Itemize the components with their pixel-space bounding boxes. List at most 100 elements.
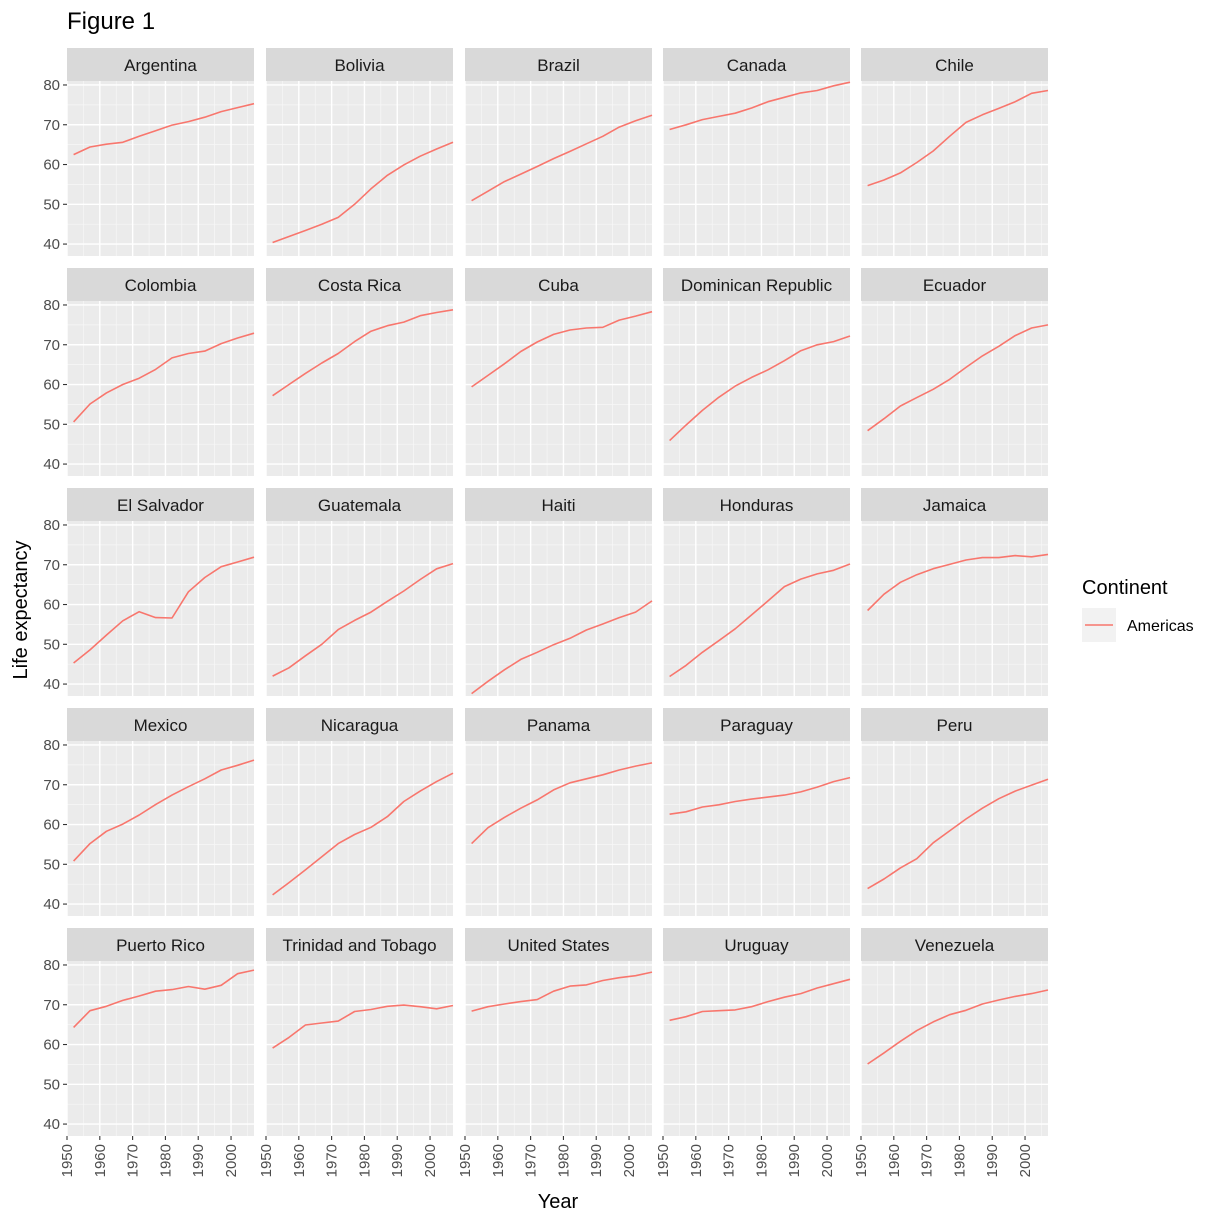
- strip-label-mexico: Mexico: [134, 716, 188, 735]
- series-line-costa-rica: [272, 309, 454, 397]
- y-tick-label: 70: [43, 777, 60, 794]
- panel-cuba: Cuba: [464, 268, 653, 476]
- y-tick-label: 70: [43, 557, 60, 574]
- strip-label-ecuador: Ecuador: [923, 276, 987, 295]
- panel-bg-dominican-republic: [663, 301, 850, 476]
- strip-label-colombia: Colombia: [125, 276, 197, 295]
- strip-label-trinidad-and-tobago: Trinidad and Tobago: [282, 936, 436, 955]
- strip-paraguay: [663, 708, 850, 741]
- series-line-united-states: [471, 971, 653, 1012]
- panel-bg-guatemala: [266, 521, 453, 696]
- panel-mexico: Mexico 40 50 60 70 80: [43, 708, 255, 916]
- strip-dominican-republic: [663, 268, 850, 301]
- x-tick-label: 1970: [523, 1144, 540, 1177]
- series-line-haiti: [471, 600, 653, 695]
- y-tick-label: 60: [43, 1037, 60, 1054]
- strip-label-argentina: Argentina: [124, 56, 197, 75]
- series-line-brazil: [471, 114, 653, 202]
- strip-honduras: [663, 488, 850, 521]
- panel-panama: Panama: [464, 708, 653, 916]
- x-tick-label: 1960: [490, 1144, 507, 1177]
- x-tick-label: 1990: [786, 1144, 803, 1177]
- x-tick-label: 1990: [389, 1144, 406, 1177]
- panel-bg-venezuela: [861, 961, 1048, 1136]
- x-tick-label: 1970: [125, 1144, 142, 1177]
- strip-puerto-rico: [67, 928, 254, 961]
- y-tick-label: 70: [43, 117, 60, 134]
- series-line-paraguay: [669, 776, 851, 815]
- x-tick-label: 1950: [853, 1144, 870, 1177]
- y-tick-label: 60: [43, 597, 60, 614]
- strip-uruguay: [663, 928, 850, 961]
- strip-guatemala: [266, 488, 453, 521]
- panel-puerto-rico: Puerto Rico 40 50 60 70 80 1950 1960 1970 1980 199…: [43, 928, 255, 1177]
- x-tick-label: 1950: [457, 1144, 474, 1177]
- panel-jamaica: Jamaica: [860, 488, 1049, 696]
- strip-label-venezuela: Venezuela: [915, 936, 995, 955]
- panel-ecuador: Ecuador: [860, 268, 1049, 476]
- panel-bg-mexico: [67, 741, 254, 916]
- strip-panama: [465, 708, 652, 741]
- series-line-bolivia: [272, 141, 454, 244]
- series-line-mexico: [73, 759, 255, 862]
- strip-trinidad-and-tobago: [266, 928, 453, 961]
- panel-united-states: United States 1950 1960 1970 1980 1990 2000: [457, 928, 653, 1177]
- x-tick-label: 2000: [1017, 1144, 1034, 1177]
- series-line-puerto-rico: [73, 969, 255, 1028]
- x-tick-label: 1980: [356, 1144, 373, 1177]
- strip-argentina: [67, 48, 254, 81]
- panel-bg-ecuador: [861, 301, 1048, 476]
- strip-costa-rica: [266, 268, 453, 301]
- panel-uruguay: Uruguay 1950 1960 1970 1980 1990 2000: [655, 928, 851, 1177]
- strip-label-guatemala: Guatemala: [318, 496, 402, 515]
- strip-label-bolivia: Bolivia: [334, 56, 385, 75]
- strip-label-dominican-republic: Dominican Republic: [681, 276, 833, 295]
- series-line-canada: [669, 81, 851, 131]
- panel-colombia: Colombia 40 50 60 70 80: [43, 268, 255, 476]
- x-tick-label: 1960: [92, 1144, 109, 1177]
- y-tick-label: 70: [43, 997, 60, 1014]
- legend-title: Continent: [1082, 577, 1168, 599]
- panel-bg-haiti: [465, 521, 652, 696]
- strip-brazil: [465, 48, 652, 81]
- series-line-trinidad-and-tobago: [272, 1004, 454, 1049]
- y-tick-label: 40: [43, 896, 60, 913]
- x-tick-label: 1960: [291, 1144, 308, 1177]
- x-axis-title: Year: [538, 1191, 579, 1213]
- y-tick-label: 70: [43, 337, 60, 354]
- panel-el-salvador: El Salvador 40 50 60 70 80: [43, 488, 255, 696]
- panel-bg-puerto-rico: [67, 961, 254, 1136]
- strip-label-peru: Peru: [937, 716, 973, 735]
- y-tick-label: 80: [43, 737, 60, 754]
- panel-bg-united-states: [465, 961, 652, 1136]
- legend: Continent Americas: [1082, 577, 1194, 642]
- series-line-argentina: [73, 102, 255, 156]
- panel-paraguay: Paraguay: [662, 708, 851, 916]
- strip-label-united-states: United States: [507, 936, 609, 955]
- series-line-honduras: [669, 563, 851, 678]
- y-tick-label: 80: [43, 957, 60, 974]
- y-tick-label: 50: [43, 416, 60, 433]
- strip-label-paraguay: Paraguay: [720, 716, 793, 735]
- panel-bg-trinidad-and-tobago: [266, 961, 453, 1136]
- strip-label-costa-rica: Costa Rica: [318, 276, 402, 295]
- strip-jamaica: [861, 488, 1048, 521]
- y-tick-label: 50: [43, 196, 60, 213]
- strip-label-panama: Panama: [527, 716, 591, 735]
- y-tick-label: 40: [43, 676, 60, 693]
- legend-label-americas: Americas: [1127, 618, 1194, 635]
- x-tick-label: 1950: [59, 1144, 76, 1177]
- strip-nicaragua: [266, 708, 453, 741]
- series-line-jamaica: [867, 553, 1049, 612]
- strip-label-haiti: Haiti: [541, 496, 575, 515]
- panel-guatemala: Guatemala: [265, 488, 454, 696]
- panel-bg-chile: [861, 81, 1048, 256]
- panel-bg-nicaragua: [266, 741, 453, 916]
- panel-trinidad-and-tobago: Trinidad and Tobago 1950 1960 1970 1980 1990 2…: [258, 928, 454, 1177]
- panel-bg-canada: [663, 81, 850, 256]
- panel-bg-uruguay: [663, 961, 850, 1136]
- series-line-venezuela: [867, 989, 1049, 1065]
- x-tick-label: 2000: [422, 1144, 439, 1177]
